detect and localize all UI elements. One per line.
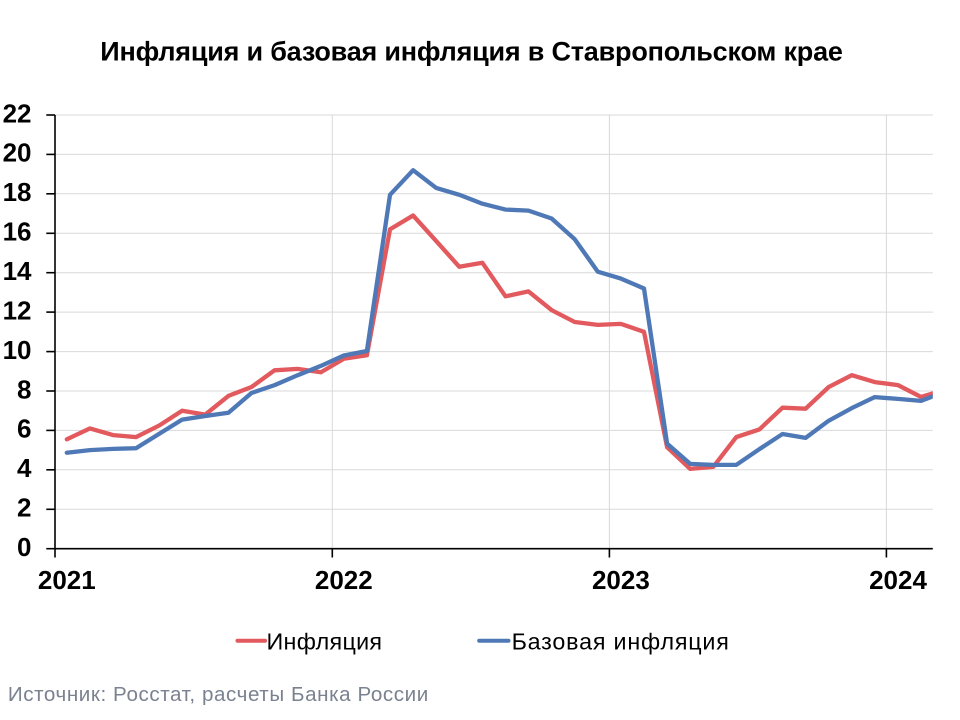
svg-text:Базовая инфляция: Базовая инфляция: [512, 629, 730, 655]
svg-text:16: 16: [3, 217, 32, 247]
svg-text:4: 4: [17, 453, 32, 483]
svg-text:18: 18: [3, 177, 32, 207]
svg-text:Инфляция: Инфляция: [267, 629, 383, 655]
svg-text:0: 0: [17, 532, 31, 562]
svg-text:22: 22: [3, 98, 32, 128]
svg-text:2022: 2022: [315, 565, 373, 595]
svg-text:6: 6: [17, 414, 31, 444]
svg-text:Источник: Росстат, расчеты Бан: Источник: Росстат, расчеты Банка России: [8, 683, 429, 706]
svg-text:10: 10: [3, 335, 32, 365]
svg-text:14: 14: [3, 256, 32, 286]
svg-text:12: 12: [3, 295, 32, 325]
svg-text:2024: 2024: [869, 565, 927, 595]
svg-text:8: 8: [17, 374, 31, 404]
svg-text:Инфляция и базовая инфляция в: Инфляция и базовая инфляция в Ставрополь…: [100, 37, 843, 67]
svg-text:2: 2: [17, 493, 31, 523]
svg-text:2023: 2023: [592, 565, 650, 595]
svg-text:20: 20: [3, 138, 32, 168]
svg-text:2021: 2021: [38, 565, 96, 595]
